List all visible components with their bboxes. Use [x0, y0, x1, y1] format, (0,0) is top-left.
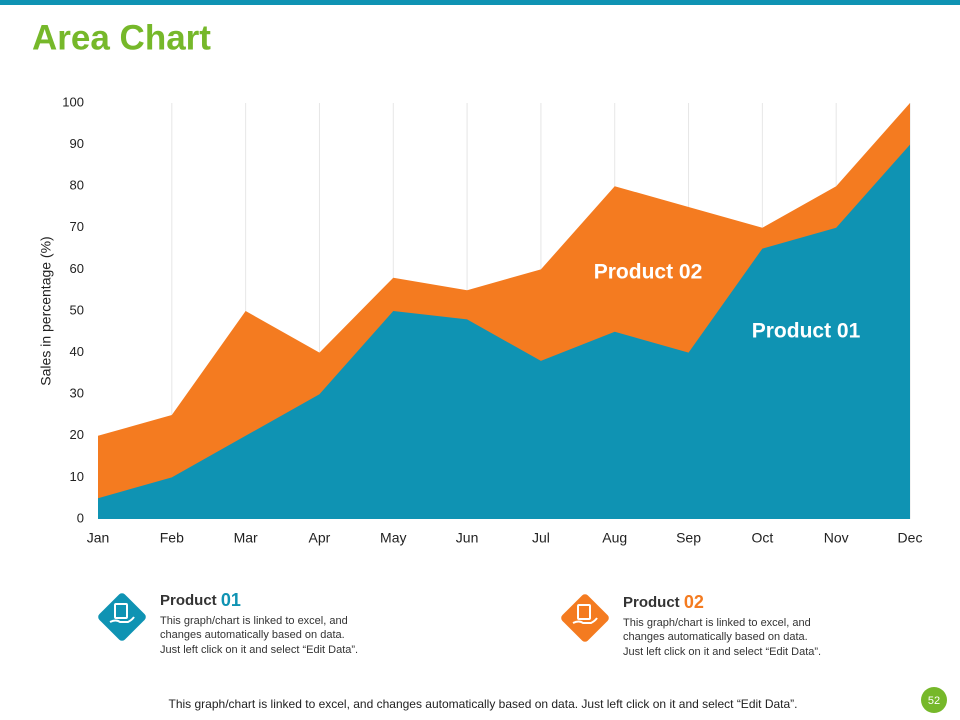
area-label: Product 01	[752, 320, 861, 343]
y-tick-label: 90	[70, 136, 84, 151]
y-tick-label: 30	[70, 386, 84, 401]
x-tick-label: Nov	[824, 530, 849, 546]
page-number: 52	[928, 695, 940, 707]
x-tick-label: Jun	[456, 530, 479, 546]
legend-item: Product 01 This graph/chart is linked to…	[98, 590, 358, 656]
legend-text: changes automatically based on data.	[160, 629, 345, 641]
x-tick-label: Jan	[87, 530, 110, 546]
y-tick-label: 10	[70, 469, 84, 484]
legend-label: Product 02	[623, 592, 704, 612]
x-tick-label: Aug	[602, 530, 627, 546]
y-tick-label: 40	[70, 344, 84, 359]
icon-glyph	[109, 603, 135, 623]
legend-item: Product 02 This graph/chart is linked to…	[561, 592, 821, 658]
legend-text: changes automatically based on data.	[623, 631, 808, 643]
x-tick-label: Dec	[898, 530, 923, 546]
area	[98, 144, 910, 519]
y-tick-label: 0	[77, 510, 84, 525]
x-tick-label: Oct	[751, 530, 773, 546]
legend-text: This graph/chart is linked to excel, and	[623, 617, 811, 629]
legend-text: Just left click on it and select “Edit D…	[160, 644, 358, 656]
x-tick-label: Feb	[160, 530, 184, 546]
top-bar	[0, 0, 960, 5]
y-tick-label: 70	[70, 219, 84, 234]
y-tick-label: 80	[70, 178, 84, 193]
legend-text: Just left click on it and select “Edit D…	[623, 646, 821, 658]
chart: 0 10 20 30 40 50 60 70 80 90 100 Jan Feb Mar Apr May Jun…	[62, 94, 922, 545]
page-badge	[921, 687, 947, 713]
icon-glyph	[572, 604, 598, 624]
legend-text: This graph/chart is linked to excel, and	[160, 615, 348, 627]
y-tick-label: 60	[70, 261, 84, 276]
slide-title: Area Chart	[32, 18, 211, 57]
y-tick-label: 100	[62, 94, 84, 109]
x-tick-label: Jul	[532, 530, 550, 546]
footer-text: This graph/chart is linked to excel, and…	[169, 697, 798, 711]
y-tick-label: 20	[70, 427, 84, 442]
y-tick-label: 50	[70, 302, 84, 317]
area-label: Product 02	[594, 261, 703, 284]
y-axis-label: Sales in percentage (%)	[38, 236, 54, 385]
x-tick-label: Apr	[309, 530, 331, 546]
x-tick-label: Sep	[676, 530, 701, 546]
x-tick-label: Mar	[234, 530, 258, 546]
legend-label: Product 01	[160, 590, 241, 610]
x-tick-label: May	[380, 530, 406, 546]
